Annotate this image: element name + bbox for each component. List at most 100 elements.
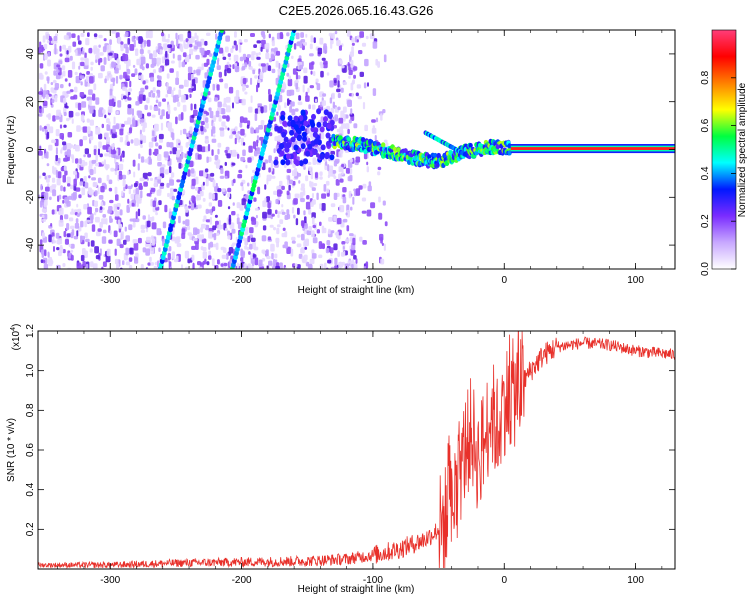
noise-speck — [117, 100, 122, 108]
noise-speck — [181, 151, 184, 159]
noise-speck — [109, 199, 114, 204]
noise-speck — [266, 62, 269, 67]
noise-speck — [77, 35, 80, 41]
chart-title: C2E5.2026.065.16.43.G26 — [279, 3, 434, 18]
noise-speck — [217, 142, 222, 148]
noise-speck — [246, 54, 251, 58]
noise-speck — [216, 159, 221, 164]
noise-speck — [237, 139, 241, 143]
noise-speck — [66, 233, 71, 238]
noise-speck — [189, 48, 194, 56]
noise-speck — [157, 260, 160, 268]
noise-speck — [125, 31, 129, 37]
noise-speck — [265, 52, 270, 60]
noise-speck — [132, 221, 136, 228]
noise-speck — [321, 57, 326, 61]
noise-speck — [70, 249, 74, 253]
noise-speck — [326, 192, 330, 197]
noise-speck — [175, 116, 178, 125]
noise-speck — [93, 46, 97, 55]
noise-speck — [128, 224, 133, 231]
noise-speck — [220, 167, 224, 174]
noise-speck — [266, 255, 271, 260]
noise-speck — [172, 53, 175, 59]
noise-speck — [149, 177, 154, 181]
snr-scale-factor: (x104) — [10, 324, 22, 351]
noise-speck — [50, 87, 54, 93]
noise-speck — [52, 165, 55, 174]
noise-speck — [325, 247, 330, 254]
noise-speck — [66, 90, 71, 94]
noise-speck — [119, 209, 123, 216]
noise-speck — [90, 261, 94, 268]
noise-speck — [287, 180, 290, 186]
noise-speck — [107, 209, 112, 214]
noise-speck — [338, 166, 344, 173]
noise-speck — [284, 241, 288, 249]
noise-speck — [122, 53, 126, 61]
noise-speck — [244, 91, 248, 95]
noise-speck — [271, 213, 275, 217]
noise-speck — [85, 219, 91, 223]
noise-speck — [153, 106, 159, 111]
noise-speck — [122, 174, 127, 180]
noise-speck — [89, 76, 94, 84]
noise-speck — [300, 198, 305, 203]
noise-speck — [268, 88, 271, 95]
carrier-dot — [381, 142, 386, 148]
noise-speck — [205, 168, 209, 173]
noise-speck — [281, 204, 284, 208]
noise-speck — [53, 35, 58, 42]
noise-speck — [115, 75, 119, 84]
noise-speck — [63, 35, 69, 40]
svg-text:(x104): (x104) — [10, 324, 22, 351]
noise-speck — [210, 208, 213, 216]
noise-speck — [219, 127, 225, 131]
noise-speck — [71, 208, 74, 213]
noise-speck — [114, 168, 117, 172]
noise-speck — [270, 160, 274, 168]
noise-speck — [231, 228, 236, 234]
noise-speck — [145, 228, 149, 233]
noise-speck — [53, 185, 56, 190]
noise-speck — [166, 38, 170, 43]
noise-speck — [68, 82, 71, 87]
noise-speck — [48, 113, 51, 120]
noise-speck — [271, 252, 274, 260]
noise-speck — [95, 207, 99, 213]
noise-speck — [98, 195, 104, 200]
noise-speck — [41, 208, 47, 213]
noise-speck — [85, 238, 90, 243]
noise-speck — [282, 85, 287, 90]
noise-speck — [151, 137, 155, 142]
noise-speck — [348, 119, 352, 124]
noise-speck — [178, 84, 184, 89]
noise-speck — [75, 112, 80, 117]
noise-speck — [196, 41, 202, 47]
noise-speck — [51, 99, 55, 104]
noise-speck — [303, 210, 306, 216]
noise-speck — [209, 216, 212, 225]
noise-speck — [197, 204, 202, 209]
noise-speck — [256, 40, 262, 44]
noise-speck — [228, 57, 232, 61]
noise-speck — [222, 103, 227, 108]
noise-speck — [252, 69, 256, 75]
noise-speck — [158, 133, 164, 140]
noise-speck — [59, 53, 63, 57]
noise-speck — [312, 224, 316, 229]
carrier-blob — [294, 160, 300, 167]
noise-speck — [309, 264, 313, 269]
noise-speck — [135, 187, 140, 196]
noise-speck — [182, 52, 187, 58]
noise-speck — [347, 128, 350, 135]
carrier-dot — [427, 154, 432, 160]
noise-speck — [157, 176, 162, 180]
noise-speck — [257, 79, 261, 83]
noise-speck — [55, 147, 58, 155]
noise-speck — [117, 219, 121, 226]
noise-speck — [71, 33, 76, 38]
noise-speck — [143, 40, 146, 47]
spectrogram-x-tick-label: -300 — [100, 275, 120, 286]
noise-speck — [294, 80, 299, 84]
